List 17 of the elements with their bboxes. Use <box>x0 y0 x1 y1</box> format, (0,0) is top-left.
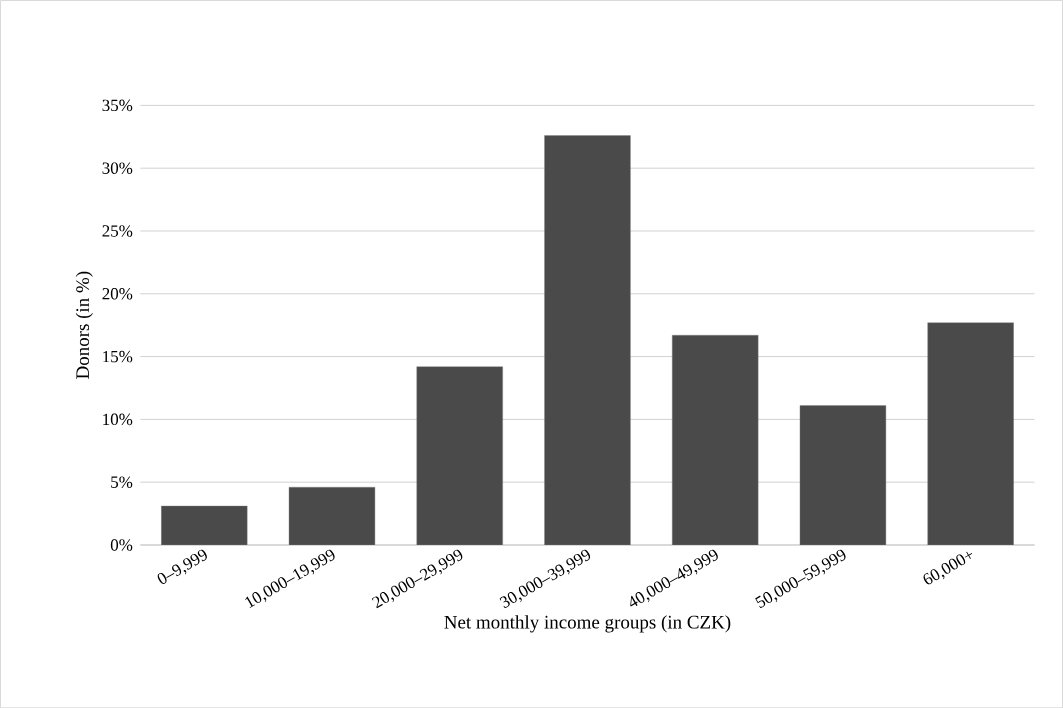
bar <box>927 322 1014 545</box>
y-tick-label: 0% <box>110 539 133 551</box>
y-tick-label: 35% <box>102 99 133 111</box>
y-tick-label: 10% <box>103 413 133 425</box>
bar <box>672 334 759 545</box>
y-tick-label: 25% <box>102 225 133 237</box>
y-tick-label: 15% <box>103 350 133 363</box>
bar <box>288 486 376 545</box>
y-tick-label: 5% <box>111 476 133 488</box>
bar <box>544 135 631 545</box>
bar <box>161 505 248 545</box>
bar <box>799 405 887 545</box>
x-axis-title: Net monthly income groups (in CZK) <box>444 615 731 633</box>
bar <box>416 366 503 545</box>
y-tick-label: 20% <box>102 287 133 300</box>
y-tick-label: 30% <box>102 162 133 174</box>
y-axis-title: Donors (in %) <box>75 271 93 379</box>
